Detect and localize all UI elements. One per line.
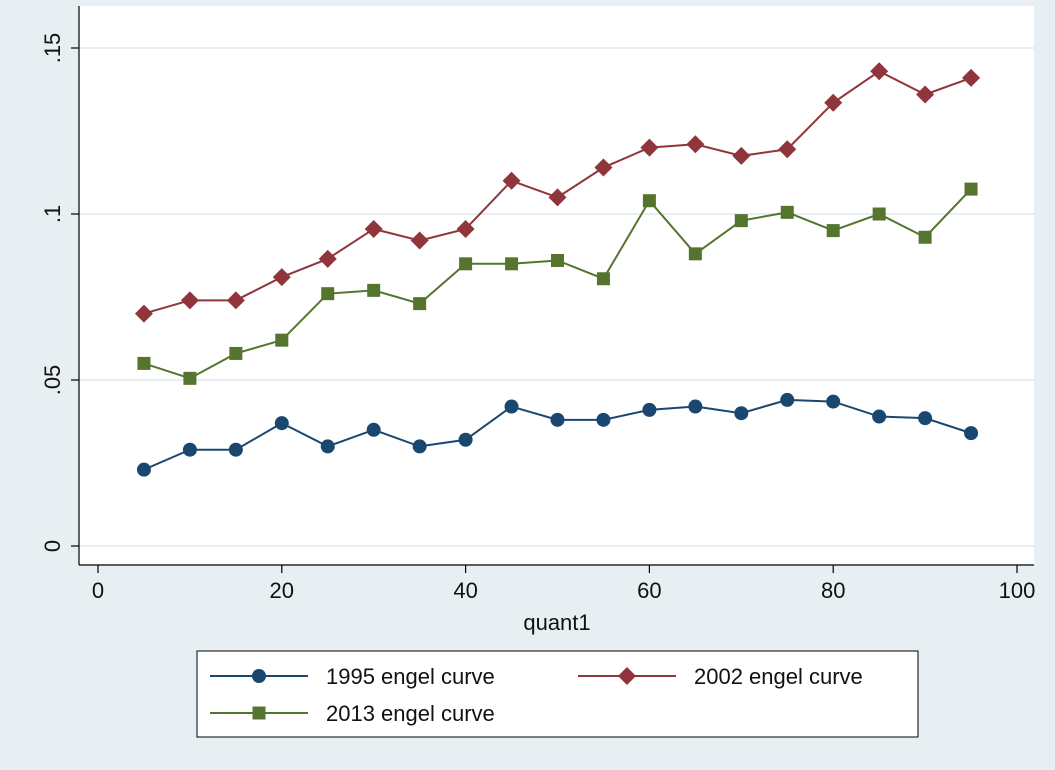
data-point bbox=[548, 188, 567, 207]
series-layer bbox=[134, 62, 981, 477]
data-point bbox=[456, 219, 475, 238]
data-point bbox=[642, 402, 657, 417]
data-point bbox=[964, 426, 979, 441]
data-point bbox=[550, 412, 565, 427]
legend-items: 1995 engel curve 2002 engel curve 2013 eng… bbox=[210, 664, 863, 726]
y-tick-label: .05 bbox=[40, 365, 65, 396]
data-point bbox=[688, 399, 703, 414]
gridlines bbox=[79, 47, 1034, 547]
data-point bbox=[412, 439, 427, 454]
data-point bbox=[413, 297, 427, 311]
data-point bbox=[826, 394, 841, 409]
data-point bbox=[824, 93, 843, 112]
data-point bbox=[688, 247, 702, 261]
y-tick-label: .1 bbox=[40, 205, 65, 223]
data-point bbox=[826, 224, 840, 238]
data-point bbox=[180, 291, 199, 310]
data-point bbox=[459, 257, 473, 271]
data-point bbox=[320, 439, 335, 454]
data-point bbox=[229, 346, 243, 360]
legend-item-0: 1995 engel curve bbox=[210, 664, 495, 689]
data-point bbox=[226, 291, 245, 310]
data-point bbox=[640, 138, 659, 157]
data-point bbox=[734, 214, 748, 228]
data-point bbox=[686, 135, 705, 154]
axes: 0 20 40 60 80 100 0 .05 .1 .15 bbox=[40, 6, 1035, 603]
data-point bbox=[366, 422, 381, 437]
plot-area bbox=[79, 6, 1034, 565]
series-2 bbox=[137, 182, 978, 385]
data-point bbox=[962, 68, 981, 87]
data-point bbox=[594, 158, 613, 177]
data-point bbox=[505, 257, 519, 271]
data-point bbox=[551, 253, 564, 267]
x-tick-label: 60 bbox=[637, 578, 661, 603]
data-point bbox=[137, 356, 151, 370]
data-point bbox=[780, 392, 795, 407]
data-point bbox=[364, 219, 383, 238]
data-point bbox=[272, 268, 291, 287]
data-point bbox=[642, 194, 656, 208]
legend-marker bbox=[252, 669, 266, 683]
x-tick-label: 80 bbox=[821, 578, 845, 603]
data-point bbox=[274, 416, 289, 431]
data-point bbox=[275, 333, 289, 347]
legend-marker bbox=[618, 667, 636, 685]
data-point bbox=[732, 146, 751, 165]
series-0 bbox=[136, 392, 979, 477]
data-point bbox=[916, 85, 935, 104]
data-point bbox=[870, 62, 889, 81]
y-tick-label: .15 bbox=[40, 33, 65, 64]
data-point bbox=[734, 406, 749, 421]
legend-label: 1995 engel curve bbox=[326, 664, 495, 689]
data-point bbox=[367, 283, 381, 297]
x-tick-label: 100 bbox=[999, 578, 1036, 603]
data-point bbox=[872, 409, 887, 424]
data-point bbox=[228, 442, 243, 457]
legend-marker bbox=[252, 706, 266, 720]
legend-label: 2002 engel curve bbox=[694, 664, 863, 689]
data-point bbox=[596, 412, 611, 427]
data-point bbox=[918, 411, 933, 426]
data-point bbox=[780, 205, 794, 219]
legend-item-1: 2002 engel curve bbox=[578, 664, 863, 689]
data-point bbox=[502, 171, 521, 190]
data-point bbox=[182, 442, 197, 457]
data-point bbox=[504, 399, 519, 414]
x-tick-label: 20 bbox=[270, 578, 294, 603]
legend-item-2: 2013 engel curve bbox=[210, 701, 495, 726]
data-point bbox=[318, 249, 337, 268]
legend-label: 2013 engel curve bbox=[326, 701, 495, 726]
data-point bbox=[410, 231, 429, 250]
data-point bbox=[458, 432, 473, 447]
data-point bbox=[964, 182, 978, 196]
legend: 1995 engel curve 2002 engel curve 2013 eng… bbox=[196, 650, 919, 738]
y-tick-label: 0 bbox=[40, 540, 65, 552]
x-tick-label: 40 bbox=[453, 578, 477, 603]
data-point bbox=[321, 287, 335, 301]
series-1 bbox=[134, 62, 981, 323]
data-point bbox=[134, 304, 153, 323]
data-point bbox=[136, 462, 151, 477]
data-point bbox=[918, 230, 932, 244]
data-point bbox=[778, 140, 797, 159]
data-point bbox=[183, 371, 197, 385]
data-point bbox=[872, 207, 886, 221]
legend-box bbox=[196, 650, 919, 738]
x-tick-label: 0 bbox=[92, 578, 104, 603]
data-point bbox=[596, 272, 610, 286]
x-axis-title: quant1 bbox=[523, 610, 590, 635]
